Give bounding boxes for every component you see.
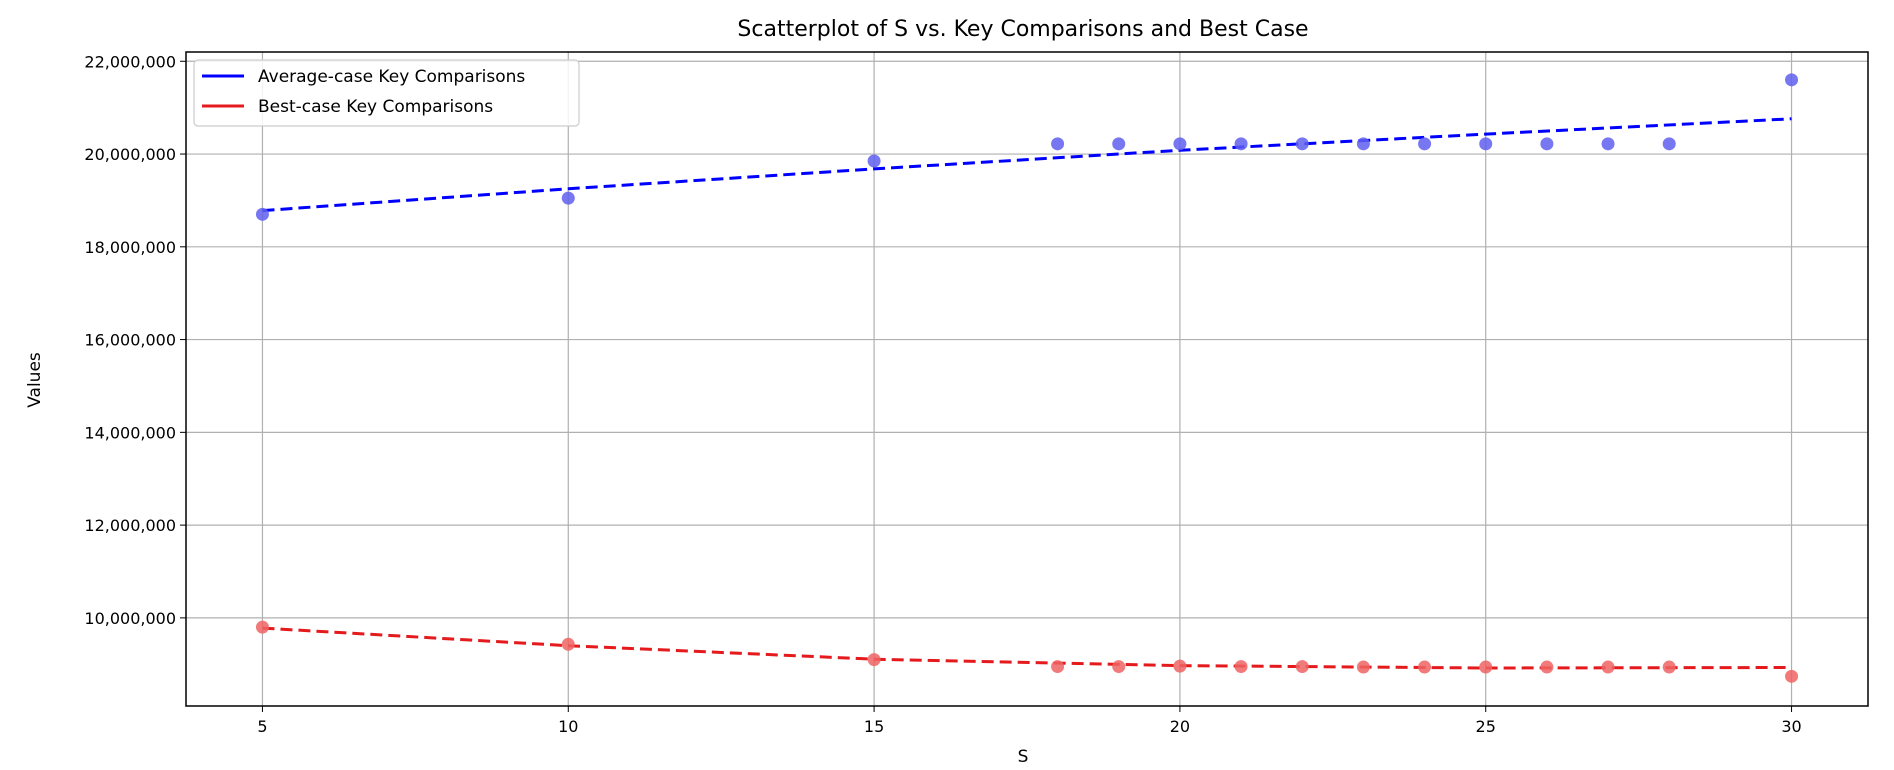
trend-lines bbox=[262, 117, 1792, 670]
axis-ticks: 5 10 15 20 25 30 10,000,000 12,000,000 14,000,00… bbox=[84, 52, 1801, 736]
legend: Average-case Key Comparisons Best-case K… bbox=[193, 59, 580, 127]
scatter-point-series-1 bbox=[1295, 660, 1309, 674]
legend-box bbox=[193, 59, 580, 127]
y-tick-label: 10,000,000 bbox=[84, 609, 176, 628]
legend-label-average-case: Average-case Key Comparisons bbox=[258, 67, 525, 87]
y-tick-label: 18,000,000 bbox=[84, 238, 176, 257]
scatter-point-series-1 bbox=[1601, 660, 1615, 674]
scatter-point-series-0 bbox=[1112, 137, 1126, 151]
scatter-point-series-1 bbox=[1173, 659, 1187, 673]
scatter-point-series-0 bbox=[561, 191, 575, 205]
scatter-point-series-0 bbox=[1479, 137, 1493, 151]
scatter-point-series-0 bbox=[1295, 137, 1309, 151]
x-tick-label: 30 bbox=[1781, 717, 1801, 736]
scatter-point-series-0 bbox=[867, 154, 881, 168]
x-tick-label: 10 bbox=[558, 717, 578, 736]
x-tick-label: 25 bbox=[1476, 717, 1496, 736]
y-tick-label: 12,000,000 bbox=[84, 516, 176, 535]
y-tick-label: 14,000,000 bbox=[84, 423, 176, 442]
x-axis-title: S bbox=[1018, 747, 1029, 767]
scatter-point-series-1 bbox=[1356, 660, 1370, 674]
scatter-point-series-0 bbox=[1356, 137, 1370, 151]
scatter-point-series-0 bbox=[1173, 137, 1187, 151]
y-axis-title: Values bbox=[25, 352, 45, 408]
scatter-point-series-1 bbox=[867, 653, 881, 667]
scatter-point-series-0 bbox=[1601, 137, 1615, 151]
trend-line-series-0 bbox=[262, 117, 1792, 213]
scatter-point-series-0 bbox=[1540, 137, 1554, 151]
y-tick-label: 22,000,000 bbox=[84, 52, 176, 71]
scatter-point-series-1 bbox=[1234, 660, 1248, 674]
scatter-point-series-1 bbox=[1785, 669, 1799, 683]
scatter-point-series-0 bbox=[1785, 73, 1799, 87]
x-tick-label: 20 bbox=[1170, 717, 1190, 736]
scatter-point-series-0 bbox=[1662, 137, 1676, 151]
scatter-point-series-1 bbox=[255, 620, 269, 634]
scatter-point-series-1 bbox=[1662, 660, 1676, 674]
scatter-point-series-1 bbox=[1540, 660, 1554, 674]
scatter-point-series-0 bbox=[255, 207, 269, 221]
scatter-point-series-0 bbox=[1234, 137, 1248, 151]
chart-title: Scatterplot of S vs. Key Comparisons and… bbox=[737, 17, 1308, 42]
plot-frame bbox=[185, 51, 1869, 707]
scatter-point-series-1 bbox=[1112, 660, 1126, 674]
x-tick-label: 5 bbox=[257, 717, 267, 736]
scatter-point-series-0 bbox=[1418, 137, 1432, 151]
scatter-point-series-1 bbox=[1051, 660, 1065, 674]
legend-label-best-case: Best-case Key Comparisons bbox=[258, 97, 493, 117]
y-tick-label: 16,000,000 bbox=[84, 331, 176, 350]
scatter-point-series-1 bbox=[1479, 660, 1493, 674]
scatter-point-series-1 bbox=[1418, 660, 1432, 674]
scatter-point-series-1 bbox=[561, 637, 575, 651]
x-tick-label: 15 bbox=[864, 717, 884, 736]
trend-line-series-1 bbox=[262, 626, 1792, 670]
y-tick-label: 20,000,000 bbox=[84, 145, 176, 164]
data-points bbox=[255, 73, 1799, 683]
scatter-point-series-0 bbox=[1051, 137, 1065, 151]
